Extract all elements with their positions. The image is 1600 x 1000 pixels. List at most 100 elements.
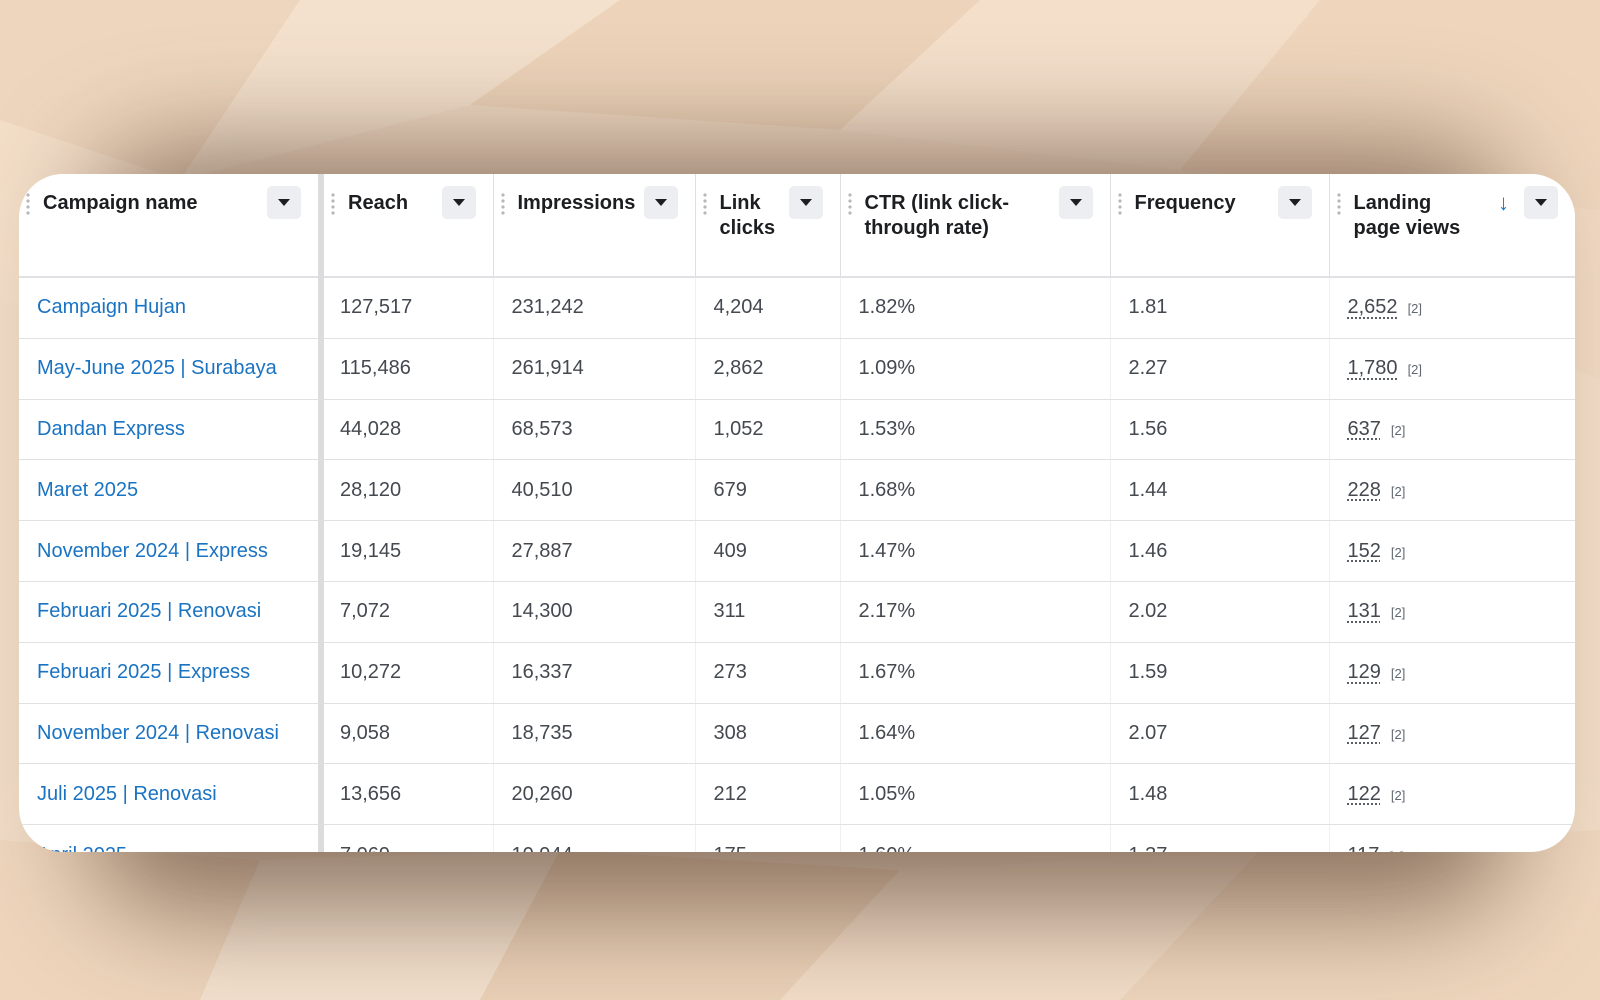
table-row[interactable]: Februari 2025 | Renovasi 7,072 14,300 311 2.… [19, 581, 1575, 643]
ctr-cell: 1.68% [840, 459, 1111, 522]
column-menu-button[interactable] [441, 186, 476, 219]
column-menu-button[interactable] [1524, 186, 1558, 219]
column-menu-button[interactable] [788, 186, 823, 219]
campaign-name-link[interactable]: Juli 2025 | Renovasi [37, 782, 217, 805]
campaign-name-cell: Dandan Express [19, 399, 324, 461]
impressions-cell: 40,510 [493, 459, 696, 522]
column-header-frequency[interactable]: Frequency [1110, 174, 1330, 278]
footnote-marker: [2] [1407, 301, 1423, 317]
footnote-marker: [2] [1390, 605, 1406, 621]
dropdown-caret-icon [654, 199, 667, 206]
frequency-cell: 1.59 [1110, 642, 1330, 704]
campaign-name-cell: April 2025 [19, 824, 324, 852]
landing-page-views-value[interactable]: 1,780 [1347, 357, 1398, 380]
campaign-name-link[interactable]: Februari 2025 | Renovasi [37, 600, 262, 623]
table-row[interactable]: November 2024 | Express 19,145 27,887 409 1.… [19, 520, 1575, 582]
resize-grip-icon[interactable] [331, 192, 335, 216]
landing-page-views-value[interactable]: 228 [1347, 478, 1381, 501]
ctr-cell: 2.17% [840, 581, 1111, 643]
link-clicks-cell: 212 [695, 763, 841, 826]
column-menu-button[interactable] [267, 186, 301, 219]
campaign-name-link[interactable]: Dandan Express [37, 417, 185, 440]
frequency-cell: 2.02 [1110, 581, 1330, 643]
landing-page-views-cell: 637 [2] [1329, 399, 1575, 461]
campaign-name-link[interactable]: Februari 2025 | Express [37, 661, 251, 684]
landing-page-views-value[interactable]: 637 [1347, 417, 1381, 440]
column-header-label: Campaign name [43, 192, 198, 214]
campaign-name-link[interactable]: May-June 2025 | Surabaya [37, 357, 277, 380]
resize-grip-icon[interactable] [26, 192, 30, 216]
link-clicks-cell: 308 [695, 703, 841, 765]
footnote-marker: [2] [1390, 483, 1406, 499]
column-menu-button[interactable] [1058, 186, 1093, 219]
resize-grip-icon[interactable] [500, 192, 505, 216]
frequency-cell: 1.48 [1110, 763, 1330, 826]
impressions-cell: 20,260 [493, 763, 696, 826]
campaign-name-link[interactable]: Campaign Hujan [37, 296, 186, 319]
column-header-label: Impressions [517, 192, 636, 214]
table-header: Campaign name Reach Impressions [19, 174, 1575, 278]
campaign-performance-table: Campaign name Reach Impressions [19, 174, 1575, 852]
link-clicks-cell: 1,052 [695, 399, 841, 461]
landing-page-views-value[interactable]: 127 [1347, 721, 1381, 744]
table-row[interactable]: Maret 2025 28,120 40,510 679 1.68% 1.44 228 [2] [19, 459, 1575, 522]
landing-page-views-value[interactable]: 122 [1347, 782, 1381, 805]
resize-grip-icon[interactable] [702, 192, 707, 216]
table-row[interactable]: May-June 2025 | Surabaya 115,486 261,914 2,… [19, 338, 1575, 400]
table-row[interactable]: Dandan Express 44,028 68,573 1,052 1.53% 1.56… [19, 399, 1575, 461]
impressions-cell: 231,242 [493, 277, 696, 339]
campaign-name-link[interactable]: November 2024 | Express [37, 539, 268, 562]
resize-grip-icon[interactable] [1336, 192, 1341, 216]
column-header-label: CTR (link click-through rate) [864, 192, 1009, 239]
reach-cell: 13,656 [321, 763, 494, 826]
reach-cell: 115,486 [321, 338, 494, 400]
column-header-label: Reach [348, 192, 409, 214]
footnote-marker: [2] [1407, 362, 1423, 378]
table-row[interactable]: Juli 2025 | Renovasi 13,656 20,260 212 1.05%… [19, 763, 1575, 826]
reach-cell: 44,028 [321, 399, 494, 461]
landing-page-views-cell: 131 [2] [1329, 581, 1575, 643]
landing-page-views-value[interactable]: 152 [1347, 539, 1381, 562]
link-clicks-cell: 679 [695, 459, 841, 522]
landing-page-views-value[interactable]: 2,652 [1347, 296, 1398, 319]
impressions-cell: 261,914 [493, 338, 696, 400]
column-header-campaign-name[interactable]: Campaign name [19, 174, 324, 278]
link-clicks-cell: 311 [695, 581, 841, 643]
campaign-name-link[interactable]: November 2024 | Renovasi [37, 721, 279, 744]
landing-page-views-cell: 129 [2] [1329, 642, 1575, 704]
landing-page-views-value[interactable]: 131 [1347, 600, 1381, 623]
column-header-impressions[interactable]: Impressions [493, 174, 696, 278]
landing-page-views-value[interactable]: 117 [1348, 844, 1380, 852]
campaign-name-link[interactable]: April 2025 [37, 844, 127, 852]
table-row[interactable]: Februari 2025 | Express 10,272 16,337 273 1.… [19, 642, 1575, 704]
footnote-marker: [2] [1390, 422, 1406, 438]
table-row[interactable]: Campaign Hujan 127,517 231,242 4,204 1.82% 1.… [19, 277, 1575, 339]
column-header-ctr[interactable]: CTR (link click-through rate) [840, 174, 1111, 278]
landing-page-views-value[interactable]: 129 [1347, 661, 1381, 684]
column-header-link-clicks[interactable]: Link clicks [695, 174, 841, 278]
table-row[interactable]: April 2025 7,06910,9441751.60%1.37 117 [2] [19, 824, 1575, 852]
column-header-reach[interactable]: Reach [321, 174, 494, 278]
sort-descending-arrow-icon[interactable]: ↓ [1498, 190, 1509, 215]
table-row[interactable]: November 2024 | Renovasi 9,058 18,735 308 1.… [19, 703, 1575, 765]
campaign-name-cell: Maret 2025 [19, 459, 324, 522]
reach-cell: 10,272 [321, 642, 494, 704]
campaign-name-cell: May-June 2025 | Surabaya [19, 338, 324, 400]
column-header-label: Frequency [1134, 192, 1236, 214]
ctr-cell: 1.60% [840, 824, 1111, 852]
column-header-landing-page-views[interactable]: Landing page views ↓ [1329, 174, 1575, 278]
landing-page-views-cell: 2,652 [2] [1329, 277, 1575, 339]
dropdown-caret-icon [799, 199, 812, 206]
column-menu-button[interactable] [643, 186, 678, 219]
table-body: Campaign Hujan 127,517 231,242 4,204 1.82% 1.… [19, 277, 1575, 852]
column-menu-button[interactable] [1277, 186, 1312, 219]
ctr-cell: 1.09% [840, 338, 1111, 400]
campaign-name-link[interactable]: Maret 2025 [37, 478, 139, 501]
resize-grip-icon[interactable] [847, 192, 852, 216]
impressions-cell: 16,337 [493, 642, 696, 704]
impressions-cell: 14,300 [493, 581, 696, 643]
reach-cell: 9,058 [321, 703, 494, 765]
link-clicks-cell: 409 [695, 520, 841, 582]
resize-grip-icon[interactable] [1117, 192, 1122, 216]
ctr-cell: 1.53% [840, 399, 1111, 461]
